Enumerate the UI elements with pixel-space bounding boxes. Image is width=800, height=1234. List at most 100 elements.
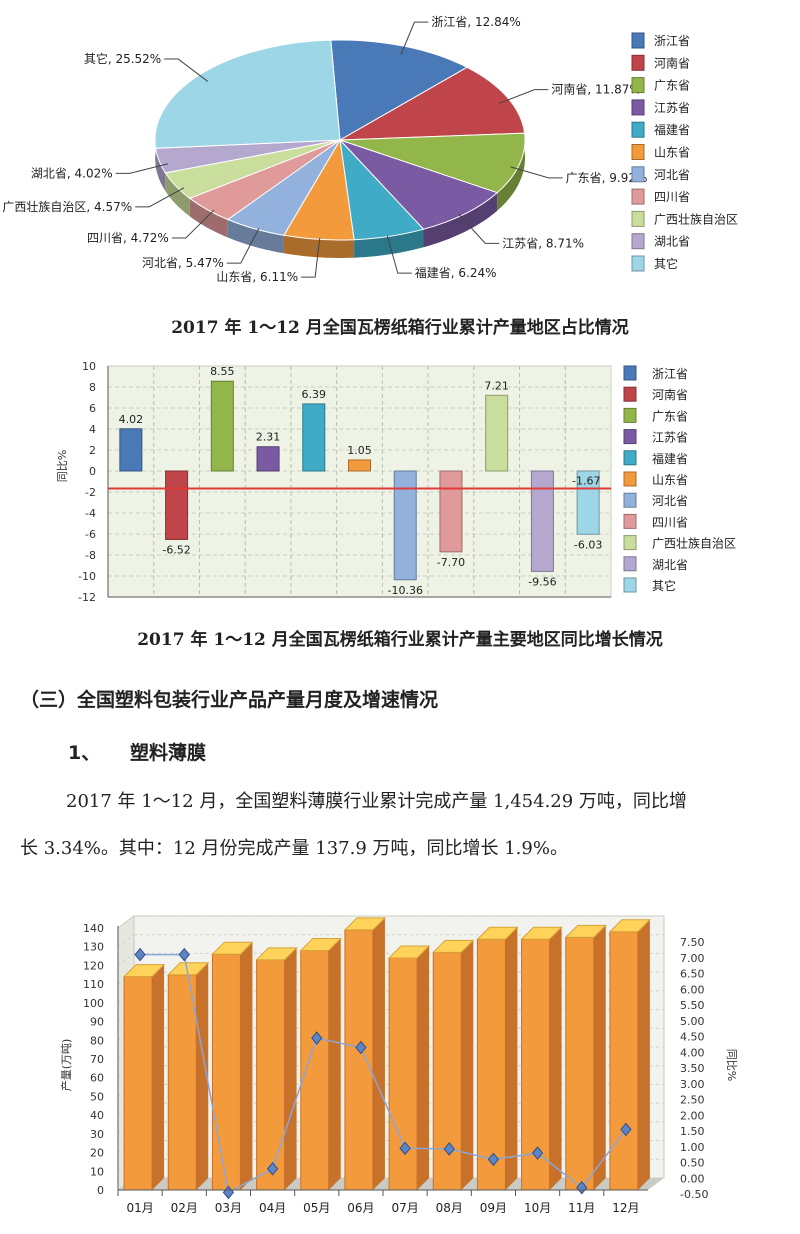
bar-top <box>520 926 563 940</box>
legend-label: 广东省 <box>654 79 690 93</box>
legend-label: 四川省 <box>654 190 690 204</box>
bar-top <box>122 964 166 978</box>
bar <box>576 470 600 535</box>
y2-tick-label: 2.00 <box>680 1109 705 1122</box>
legend-label: 江苏省 <box>652 431 688 445</box>
bar <box>521 938 551 1191</box>
y2-tick-label: 3.50 <box>680 1062 705 1075</box>
bar-side <box>240 942 253 1190</box>
legend-swatch <box>631 99 645 116</box>
legend-label: 江苏省 <box>654 101 690 115</box>
legend-label: 山东省 <box>654 146 690 160</box>
y-tick-label: 80 <box>90 1034 104 1047</box>
pie-leader-line <box>458 213 500 244</box>
x-tick-label: 03月 <box>215 1201 242 1215</box>
legend-swatch <box>623 577 637 593</box>
pie-slice-label: 广西壮族自治区, 4.57% <box>2 200 132 214</box>
pie-slice <box>339 132 526 194</box>
legend-swatch <box>623 407 637 423</box>
x-tick-label: 02月 <box>171 1201 198 1215</box>
legend-swatch <box>631 54 645 71</box>
legend-swatch <box>623 450 637 466</box>
bar-value-label: 7.21 <box>484 379 509 392</box>
bar-value-label: -6.52 <box>162 543 190 556</box>
pie-slice <box>339 139 499 230</box>
bar <box>476 938 506 1191</box>
pie-slice-label: 浙江省, 12.84% <box>431 15 520 29</box>
bar-value-label: 1.05 <box>347 444 372 457</box>
legend-swatch <box>631 188 645 205</box>
bar <box>119 428 143 472</box>
bar <box>211 953 241 1191</box>
bar-value-label: -7.70 <box>437 556 465 569</box>
subsection-title: 塑料薄膜 <box>130 742 207 764</box>
bar <box>530 470 554 572</box>
y-tick-label: 50 <box>90 1090 104 1103</box>
y2-tick-label: 5.50 <box>680 999 705 1012</box>
pie-slice-side <box>165 172 190 217</box>
bar-value-label: 4.02 <box>119 413 144 426</box>
bar-top <box>476 926 519 940</box>
legend-swatch <box>623 556 637 572</box>
yoy-point <box>443 1142 455 1156</box>
y2-tick-label: 4.50 <box>680 1031 705 1044</box>
pie-slice-label: 湖北省, 4.02% <box>31 165 113 180</box>
y-axis-label: 同比% <box>56 450 69 482</box>
y-tick-label: -4 <box>85 507 96 520</box>
y-tick-label: -10 <box>78 570 96 583</box>
y-tick-label: 90 <box>90 1016 104 1029</box>
legend-swatch <box>631 32 645 49</box>
pie-leader-line <box>510 166 563 179</box>
y-tick-label: 0 <box>97 1184 104 1197</box>
x-tick-label: 11月 <box>568 1201 595 1215</box>
yoy-bar-chart: 4.02 -6.52 8.55 2.31 6.39 1.05 -10.36 -7.70 7.21… <box>56 360 736 604</box>
yoy-line <box>140 953 627 1194</box>
bar-top <box>432 939 475 953</box>
bar-top <box>211 941 254 955</box>
legend-label: 河北省 <box>652 494 688 508</box>
y2-tick-label: 6.00 <box>680 983 705 996</box>
pie-leader-line <box>171 209 215 239</box>
bar <box>485 394 509 472</box>
y-tick-label: 110 <box>83 978 104 991</box>
legend-label: 广西壮族自治区 <box>654 212 738 226</box>
bar-value-label: 2.31 <box>256 431 281 444</box>
legend-swatch <box>631 77 645 94</box>
subsection-number: 1、 <box>68 742 101 764</box>
bar-side <box>593 925 606 1190</box>
y-tick-label: 10 <box>82 360 96 373</box>
legend-label: 河北省 <box>654 168 690 182</box>
pie-leader-line <box>115 163 169 174</box>
bar-side <box>417 945 430 1190</box>
bar-side <box>284 947 297 1190</box>
y2-tick-label: 2.50 <box>680 1094 705 1107</box>
bar-side <box>152 964 165 1190</box>
pie-slice-side <box>497 133 525 211</box>
paragraph-line-2: 长 3.34%。其中：12 月份完成产量 137.9 万吨，同比增长 1.9%。 <box>20 838 568 859</box>
bar-top <box>167 962 210 976</box>
y2-tick-label: 4.00 <box>680 1046 705 1059</box>
legend-swatch <box>631 166 645 183</box>
y-tick-label: -8 <box>85 549 96 562</box>
bar-top <box>608 919 652 933</box>
pie-leader-line <box>386 235 412 274</box>
bar-side <box>461 940 474 1190</box>
y2-tick-label: 1.00 <box>680 1141 705 1154</box>
y-tick-label: 20 <box>90 1147 104 1160</box>
pie-slice-label: 广东省, 9.92% <box>566 171 648 185</box>
legend-swatch <box>631 144 645 160</box>
legend-label: 浙江省 <box>652 367 688 381</box>
legend-label: 湖北省 <box>652 557 688 572</box>
x-tick-label: 09月 <box>480 1201 507 1215</box>
legend-label: 福建省 <box>652 451 688 466</box>
y-tick-label: -12 <box>78 591 96 604</box>
y2-tick-label: 3.00 <box>680 1078 705 1091</box>
monthly-output-chart: 14013012011010090807060504030201007.507.… <box>59 915 738 1215</box>
bar <box>302 403 326 472</box>
legend-label: 湖北省 <box>654 234 690 249</box>
legend-swatch <box>631 121 645 138</box>
legend-swatch <box>631 255 645 272</box>
y-tick-label: 10 <box>90 1165 104 1178</box>
pie-slice-label: 福建省, 6.24% <box>415 265 497 280</box>
pie-slice <box>339 66 526 141</box>
